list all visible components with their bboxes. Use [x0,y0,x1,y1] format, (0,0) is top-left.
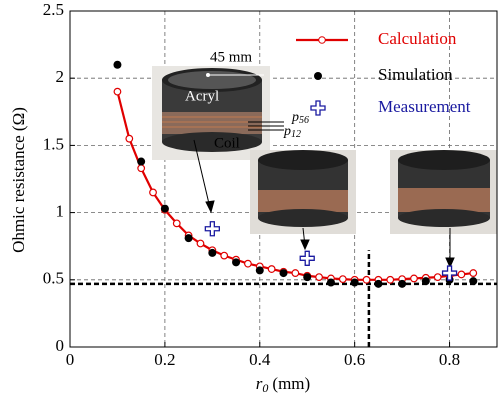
simulation-marker [113,61,121,69]
calculation-marker [268,266,275,273]
legend-label: Simulation [378,65,453,84]
simulation-marker [280,269,288,277]
legend-label: Measurement [378,97,471,116]
y-tick-label: 2.5 [43,0,64,19]
y-tick-label: 0.5 [43,269,64,288]
calculation-marker [126,135,133,142]
calculation-marker [458,271,465,278]
calculation-marker [197,240,204,247]
photo-coil-mid [250,150,356,234]
x-axis-label: 0 [262,381,268,395]
calculation-marker [363,277,370,284]
y-axis-label: Ohmic resistance (Ω) [9,107,28,253]
calculation-marker [470,270,477,277]
x-axis-label: (mm) [272,374,310,393]
annotation: 45 mm [210,49,252,65]
simulation-marker [185,234,193,242]
simulation-marker [374,280,382,288]
y-tick-label: 1 [56,202,65,221]
x-tick-label: 0 [66,350,75,369]
annotation: p [291,110,299,125]
calculation-marker [411,275,418,282]
annotation: 56 [299,115,309,126]
calculation-marker [138,165,145,172]
calculation-marker [340,276,347,283]
simulation-marker [469,277,477,285]
x-tick-label: 0.6 [344,350,365,369]
simulation-marker [351,278,359,286]
legend-marker [319,37,326,44]
x-tick-label: 0.8 [439,350,460,369]
x-tick-label: 0.2 [154,350,175,369]
calculation-marker [173,220,180,227]
y-tick-label: 0 [56,336,65,355]
simulation-marker [256,266,264,274]
simulation-marker [398,280,406,288]
annotation: Coil [214,135,240,151]
y-tick-label: 1.5 [43,134,64,153]
simulation-marker [327,278,335,286]
calculation-marker [316,274,323,281]
y-tick-label: 2 [56,67,65,86]
simulation-marker [303,273,311,281]
annotation: 12 [291,129,301,140]
simulation-marker [161,205,169,213]
photo-coil-small [390,150,497,234]
calculation-marker [221,252,228,259]
simulation-marker [422,277,430,285]
legend-marker [314,72,322,80]
legend-label: Calculation [378,29,457,48]
calculation-marker [150,189,157,196]
calculation-marker [245,260,252,267]
simulation-marker [232,258,240,266]
simulation-marker [137,158,145,166]
annotation: p [283,124,291,139]
chart: 45 mm Acryl Coil p56 p12 Ohmic resistanc… [0,0,501,404]
annotation: Acryl [185,88,219,104]
calculation-marker [387,277,394,284]
calculation-marker [114,88,121,95]
calculation-marker [434,274,441,281]
simulation-marker [208,249,216,257]
x-tick-label: 0.4 [249,350,271,369]
calculation-marker [292,270,299,277]
